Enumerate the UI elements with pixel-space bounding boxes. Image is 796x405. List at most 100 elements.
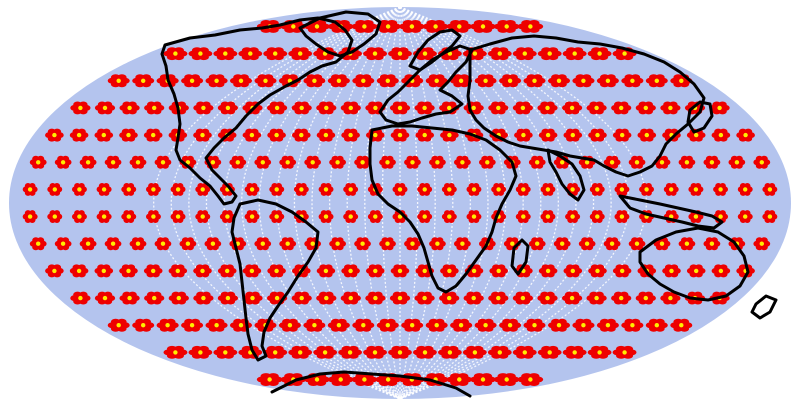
footprint-cluster <box>392 183 408 196</box>
footprint-cluster <box>491 183 507 196</box>
footprint-cluster <box>379 237 396 251</box>
footprint-cluster <box>563 264 583 278</box>
footprint-cluster <box>446 373 473 386</box>
footprint-cluster <box>316 101 337 115</box>
footprint-cluster <box>474 318 497 332</box>
footprint-cluster <box>537 101 558 115</box>
footprint-cluster <box>269 183 285 196</box>
footprint-cluster <box>670 318 693 332</box>
footprint-cluster <box>104 155 122 169</box>
footprint-cluster <box>341 264 360 278</box>
footprint-cluster <box>291 291 312 305</box>
footprint-cluster <box>586 101 607 115</box>
footprint-cluster <box>79 155 97 169</box>
footprint-cluster <box>129 237 147 251</box>
footprint-cluster <box>376 74 399 88</box>
footprint-cluster <box>753 237 771 251</box>
coastline-new-zealand <box>750 294 778 320</box>
footprint-cluster <box>563 128 583 142</box>
footprint-cluster <box>612 264 632 278</box>
footprint-cluster <box>146 183 161 196</box>
footprint-cluster <box>144 101 165 115</box>
footprint-cluster <box>119 291 140 305</box>
meridian-line <box>399 7 419 399</box>
footprint-cluster <box>316 128 336 142</box>
footprint-cluster <box>238 47 263 61</box>
footprint-cluster <box>304 155 321 169</box>
coastline-madagascar <box>510 238 530 276</box>
footprint-cluster <box>217 101 238 115</box>
footprint-cluster <box>327 74 350 88</box>
footprint-cluster <box>635 101 656 115</box>
footprint-cluster <box>343 210 359 223</box>
footprint-cluster <box>79 237 97 251</box>
footprint-cluster <box>487 345 512 359</box>
footprint-cluster <box>363 47 387 61</box>
footprint-cluster <box>517 373 544 386</box>
footprint-cluster <box>242 264 262 278</box>
footprint-cluster <box>170 210 186 223</box>
footprint-cluster <box>352 318 375 332</box>
footprint-cluster <box>154 155 172 169</box>
footprint-cluster <box>318 210 334 223</box>
footprint-cluster <box>168 291 189 305</box>
footprint-cluster <box>293 183 309 196</box>
footprint-cluster <box>188 47 213 61</box>
footprint-cluster <box>603 237 621 251</box>
coastline-europe <box>378 44 474 126</box>
footprint-cluster <box>327 318 350 332</box>
coastline-australia <box>638 226 750 302</box>
footprint-cluster <box>254 155 272 169</box>
footprint-cluster <box>462 345 487 359</box>
footprint-cluster <box>69 264 89 278</box>
footprint-cluster <box>22 183 38 196</box>
footprint-cluster <box>168 264 188 278</box>
footprint-cluster <box>96 183 112 196</box>
footprint-cluster <box>686 264 706 278</box>
footprint-cluster <box>292 128 311 142</box>
footprint-cluster <box>562 291 583 305</box>
meridian-line <box>328 7 401 399</box>
footprint-cluster <box>352 74 375 88</box>
footprint-cluster <box>213 345 238 359</box>
footprint-cluster <box>375 20 401 33</box>
meridian-line <box>399 7 436 399</box>
footprint-cluster <box>341 128 360 142</box>
footprint-cluster <box>146 210 161 223</box>
footprint-cluster <box>195 183 211 196</box>
footprint-cluster <box>72 210 87 223</box>
footprint-cluster <box>96 210 112 223</box>
meridian-line <box>153 7 401 399</box>
footprint-cluster <box>303 74 326 88</box>
footprint-cluster <box>119 101 140 115</box>
footprint-cluster <box>316 291 337 305</box>
footprint-cluster <box>639 183 654 196</box>
footprint-cluster <box>363 345 387 359</box>
footprint-cluster <box>439 291 460 305</box>
footprint-cluster <box>512 47 537 61</box>
footprint-cluster <box>493 20 520 33</box>
footprint-cluster <box>703 237 721 251</box>
footprint-cluster <box>143 264 163 278</box>
footprint-cluster <box>425 74 448 88</box>
footprint-cluster <box>303 318 326 332</box>
meridian-line <box>399 7 454 399</box>
meridian-line <box>364 7 401 399</box>
footprint-cluster <box>537 47 562 61</box>
footprint-cluster <box>156 318 179 332</box>
footprint-cluster <box>540 210 556 223</box>
footprint-cluster <box>390 264 410 278</box>
footprint-cluster <box>548 74 570 88</box>
footprint-cluster <box>540 183 556 196</box>
footprint-cluster <box>217 264 237 278</box>
coastline-india <box>546 148 586 202</box>
meridian-line <box>188 7 401 399</box>
footprint-cluster <box>621 318 644 332</box>
footprint-cluster <box>119 128 138 142</box>
footprint-cluster <box>562 345 587 359</box>
footprint-cluster <box>512 345 537 359</box>
meridian-line <box>381 7 401 399</box>
footprint-cluster <box>288 345 313 359</box>
footprint-cluster <box>70 101 91 115</box>
